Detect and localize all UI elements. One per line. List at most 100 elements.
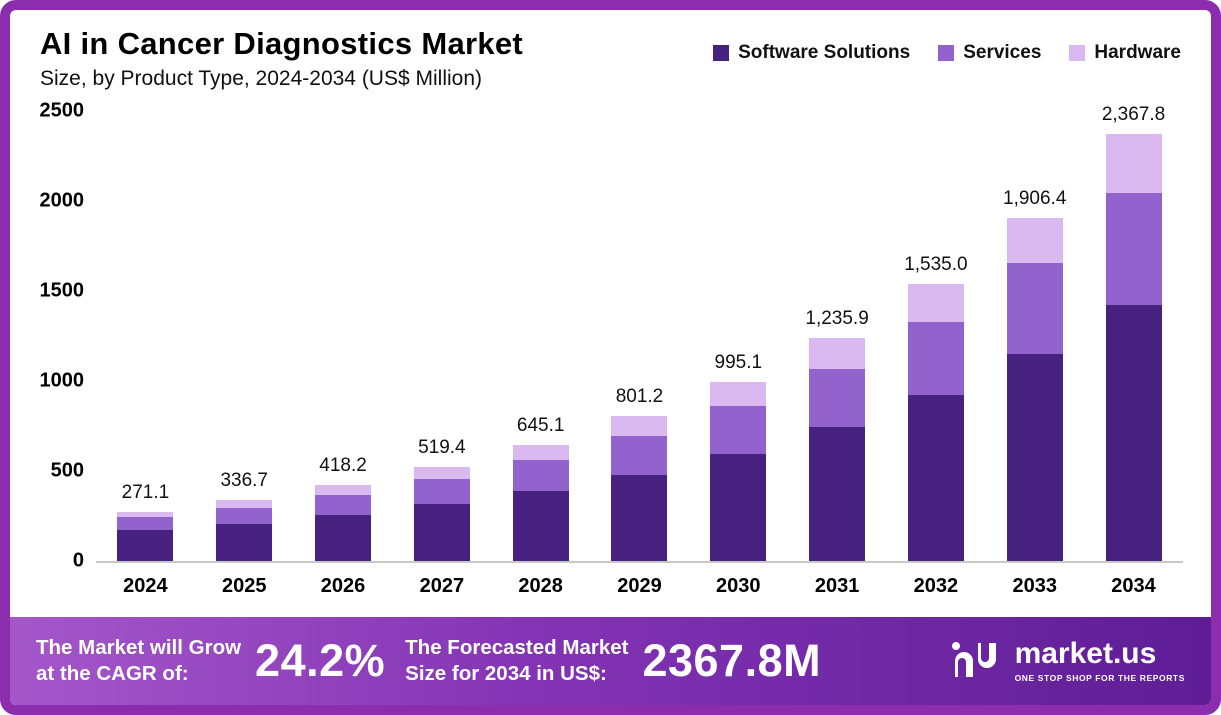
legend-label-hardware: Hardware <box>1094 42 1181 63</box>
segment-software-solutions-2033 <box>1006 354 1063 561</box>
segment-software-solutions-2032 <box>907 395 964 561</box>
legend-item-software-solutions: Software Solutions <box>713 42 910 64</box>
footer-banner: The Market will Grow at the CAGR of: 24.… <box>10 617 1211 705</box>
segment-software-solutions-2027 <box>413 504 470 561</box>
segment-services-2031 <box>809 368 866 428</box>
segment-services-2029 <box>611 436 668 475</box>
legend-swatch-software-solutions <box>713 45 730 61</box>
page-subtitle: Size, by Product Type, 2024-2034 (US$ Mi… <box>40 66 483 90</box>
segment-services-2025 <box>216 507 273 524</box>
brand-text: market.us ONE STOP SHOP FOR THE REPORTS <box>1014 637 1185 684</box>
x-label-2030: 2030 <box>716 574 761 597</box>
bar-total-label-2027: 519.4 <box>418 437 466 459</box>
forecast-label-line1: The Forecasted Market <box>405 636 629 660</box>
bar-2024 <box>117 511 174 561</box>
bar-column-2028: 645.1 <box>491 415 590 561</box>
bar-2030 <box>710 381 767 561</box>
bar-total-label-2026: 418.2 <box>319 455 367 477</box>
bar-column-2025: 336.7 <box>195 470 294 561</box>
forecast-value: 2367.8M <box>642 635 822 686</box>
bar-column-2024: 271.1 <box>96 482 195 561</box>
x-axis: 2024 2025 2026 2027 2028 2029 2030 2031 2032 2033… <box>96 575 1183 598</box>
bar-total-label-2029: 801.2 <box>615 386 664 408</box>
x-label-2034: 2034 <box>1111 574 1156 597</box>
bar-2032 <box>907 284 964 561</box>
brand-tagline: ONE STOP SHOP FOR THE REPORTS <box>1014 673 1185 683</box>
bar-column-2032: 1,535.0 <box>887 254 986 561</box>
segment-software-solutions-2030 <box>710 454 767 561</box>
segment-services-2024 <box>117 517 174 531</box>
segment-services-2030 <box>710 406 767 455</box>
bar-total-label-2032: 1,535.0 <box>904 254 968 276</box>
legend: Software Solutions Services Hardware <box>713 26 1181 64</box>
x-label-2032: 2032 <box>913 574 959 597</box>
bar-2031 <box>809 338 866 561</box>
segment-software-solutions-2031 <box>809 427 866 561</box>
segment-services-2027 <box>413 479 470 505</box>
segment-software-solutions-2026 <box>315 515 372 561</box>
segment-software-solutions-2024 <box>117 530 174 561</box>
bar-total-label-2033: 1,906.4 <box>1003 187 1067 209</box>
plot-column: 271.1 336.7 418.2 519.4 645.1 801.2 995.1 1,235… <box>96 104 1183 598</box>
cagr-label: The Market will Grow at the CAGR of: <box>36 635 241 686</box>
x-label-2033: 2033 <box>1012 574 1057 597</box>
y-tick-1000: 1000 <box>39 369 85 392</box>
market-us-logo-icon <box>951 639 1003 684</box>
legend-item-hardware: Hardware <box>1069 42 1181 64</box>
bar-total-label-2034: 2,367.8 <box>1101 104 1166 126</box>
cagr-label-line1: The Market will Grow <box>36 636 242 660</box>
bar-column-2026: 418.2 <box>294 455 393 561</box>
segment-services-2032 <box>907 322 964 396</box>
x-label-2025: 2025 <box>221 574 267 597</box>
segment-hardware-2027 <box>413 467 470 480</box>
segment-hardware-2033 <box>1006 217 1063 264</box>
cagr-label-line2: at the CAGR of: <box>36 662 189 685</box>
segment-hardware-2024 <box>117 511 174 518</box>
x-label-2031: 2031 <box>814 574 860 597</box>
segment-services-2026 <box>315 494 372 516</box>
legend-item-services: Services <box>938 42 1041 64</box>
bar-column-2027: 519.4 <box>392 437 491 561</box>
segment-hardware-2034 <box>1105 134 1162 193</box>
plot-area: 271.1 336.7 418.2 519.4 645.1 801.2 995.1 1,235… <box>96 104 1183 563</box>
segment-hardware-2029 <box>611 416 668 437</box>
bar-total-label-2028: 645.1 <box>516 414 565 436</box>
segment-hardware-2032 <box>907 284 964 323</box>
segment-services-2034 <box>1105 192 1162 306</box>
segment-services-2033 <box>1006 263 1063 355</box>
bar-column-2033: 1,906.4 <box>985 188 1084 561</box>
segment-hardware-2026 <box>315 485 372 495</box>
bar-2029 <box>611 416 668 561</box>
segment-hardware-2030 <box>710 381 767 407</box>
bar-2025 <box>216 500 273 561</box>
bar-2026 <box>315 485 372 561</box>
bar-column-2031: 1,235.9 <box>788 308 887 561</box>
chart-wrap: 0 500 1000 1500 2000 2500 271.1 336.7 418.2 519.… <box>32 99 1183 598</box>
chart-region: 0 500 1000 1500 2000 2500 271.1 336.7 418.2 519.… <box>10 91 1211 617</box>
x-label-2027: 2027 <box>419 574 465 597</box>
legend-label-software-solutions: Software Solutions <box>738 42 911 63</box>
title-block: AI in Cancer Diagnostics Market Size, by… <box>40 26 523 91</box>
header: AI in Cancer Diagnostics Market Size, by… <box>10 10 1211 91</box>
y-tick-1500: 1500 <box>39 279 85 302</box>
legend-swatch-services <box>938 45 955 61</box>
forecast-label-line2: Size for 2034 in US$: <box>405 662 607 685</box>
bar-column-2034: 2,367.8 <box>1084 104 1183 561</box>
x-label-2029: 2029 <box>617 574 662 597</box>
bar-2027 <box>413 467 470 561</box>
cagr-value: 24.2% <box>255 635 386 686</box>
bar-total-label-2030: 995.1 <box>714 351 763 373</box>
y-tick-2000: 2000 <box>39 189 85 212</box>
bar-column-2029: 801.2 <box>590 386 689 561</box>
bar-column-2030: 995.1 <box>689 352 788 561</box>
y-tick-2500: 2500 <box>39 99 85 122</box>
bar-2034 <box>1105 134 1162 561</box>
brand-block: market.us ONE STOP SHOP FOR THE REPORTS <box>951 639 1185 684</box>
y-tick-0: 0 <box>72 549 84 572</box>
forecast-label: The Forecasted Market Size for 2034 in U… <box>405 635 628 686</box>
brand-name: market.us <box>1014 637 1157 670</box>
bar-total-label-2024: 271.1 <box>121 481 170 503</box>
x-label-2028: 2028 <box>518 574 563 597</box>
segment-software-solutions-2029 <box>611 474 668 561</box>
bar-2028 <box>512 444 569 561</box>
